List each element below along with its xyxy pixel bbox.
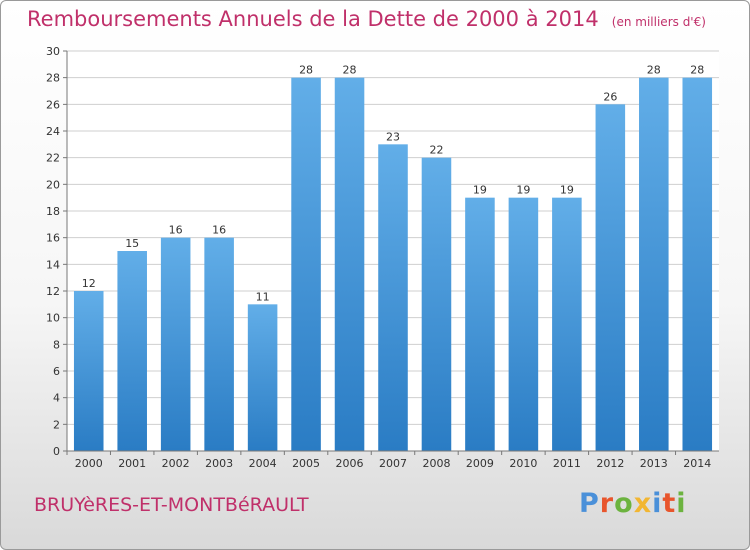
data-label-2014: 28 [690,64,704,77]
data-label-2009: 19 [473,184,487,197]
bar-2013 [639,77,669,452]
bar-2007 [378,144,408,452]
y-tick-label: 0 [53,445,60,458]
x-tick-label-2006: 2006 [336,457,364,470]
x-tick-label-2000: 2000 [75,457,103,470]
place-name: BRUYèRES-ET-MONTBéRAULT [34,494,309,516]
bar-2012 [595,104,626,451]
data-label-2013: 28 [647,64,661,77]
data-label-2007: 23 [386,130,400,143]
y-tick-label: 22 [46,152,60,165]
y-tick-label: 6 [53,365,60,378]
x-tick-label-2009: 2009 [466,457,494,470]
x-tick-label-2011: 2011 [553,457,581,470]
y-tick-label: 14 [46,258,60,271]
brand-logo-letter: i [652,488,663,519]
data-label-2003: 16 [212,224,226,237]
y-tick-label: 20 [46,178,60,191]
x-tick-label-2010: 2010 [509,457,537,470]
data-label-2004: 11 [256,290,270,303]
data-label-2005: 28 [299,64,313,77]
data-label-2011: 19 [560,184,574,197]
bar-2009 [465,197,495,451]
x-tick-label-2003: 2003 [205,457,233,470]
bar-2011 [552,197,582,451]
data-label-2006: 28 [343,64,357,77]
x-tick-label-2001: 2001 [118,457,146,470]
bars [73,77,713,452]
y-tick-label: 30 [46,45,60,58]
data-label-2012: 26 [603,90,617,103]
x-tick-label-2008: 2008 [422,457,450,470]
y-tick-label: 26 [46,98,60,111]
bar-2014 [682,77,713,452]
y-tick-label: 18 [46,205,60,218]
brand-logo-letter: r [599,488,615,519]
y-tick-label: 24 [46,125,60,138]
x-tick-label-2007: 2007 [379,457,407,470]
bar-2002 [160,237,191,451]
bar-2001 [117,251,147,451]
title-line: Remboursements Annuels de la Dette de 20… [27,7,706,31]
bar-2004 [247,304,278,451]
y-tick-label: 12 [46,285,60,298]
chart-title: Remboursements Annuels de la Dette de 20… [27,7,599,31]
x-axis-ticks: 2000 2001 2002 2003 2004 2005 2006 2007 2008 2009… [66,451,711,470]
data-label-2010: 19 [516,184,530,197]
brand-logo-letter: i [676,488,687,519]
x-tick-label-2002: 2002 [162,457,190,470]
y-tick-label: 2 [53,418,60,431]
y-tick-label: 10 [46,312,60,325]
data-labels: 12 15 16 16 11 28 28 23 22 19 19 19 26 28 28 [82,64,705,304]
data-label-2008: 22 [429,144,443,157]
chart-subtitle: (en milliers d'€) [611,15,706,29]
x-tick-label-2014: 2014 [683,457,711,470]
y-tick-label: 4 [53,392,60,405]
y-tick-label: 28 [46,72,60,85]
x-tick-label-2005: 2005 [292,457,320,470]
brand-logo-letter: t [662,488,677,519]
bar-2010 [508,197,539,451]
brand-logo: Proxiti [579,488,687,519]
data-label-2000: 12 [82,277,96,290]
data-label-2002: 16 [169,224,183,237]
bar-2005 [291,77,321,452]
brand-logo-letter: x [633,488,653,519]
data-label-2001: 15 [125,237,139,250]
bar-2008 [421,157,452,451]
bar-2003 [204,237,234,451]
x-tick-label-2012: 2012 [596,457,624,470]
brand-logo-letter: o [614,488,634,519]
bar-2000 [73,291,104,451]
bar-2006 [334,77,365,452]
y-tick-label: 16 [46,232,60,245]
x-tick-label-2013: 2013 [640,457,668,470]
brand-logo-letter: P [579,488,600,519]
y-tick-label: 8 [53,338,60,351]
x-tick-label-2004: 2004 [249,457,277,470]
